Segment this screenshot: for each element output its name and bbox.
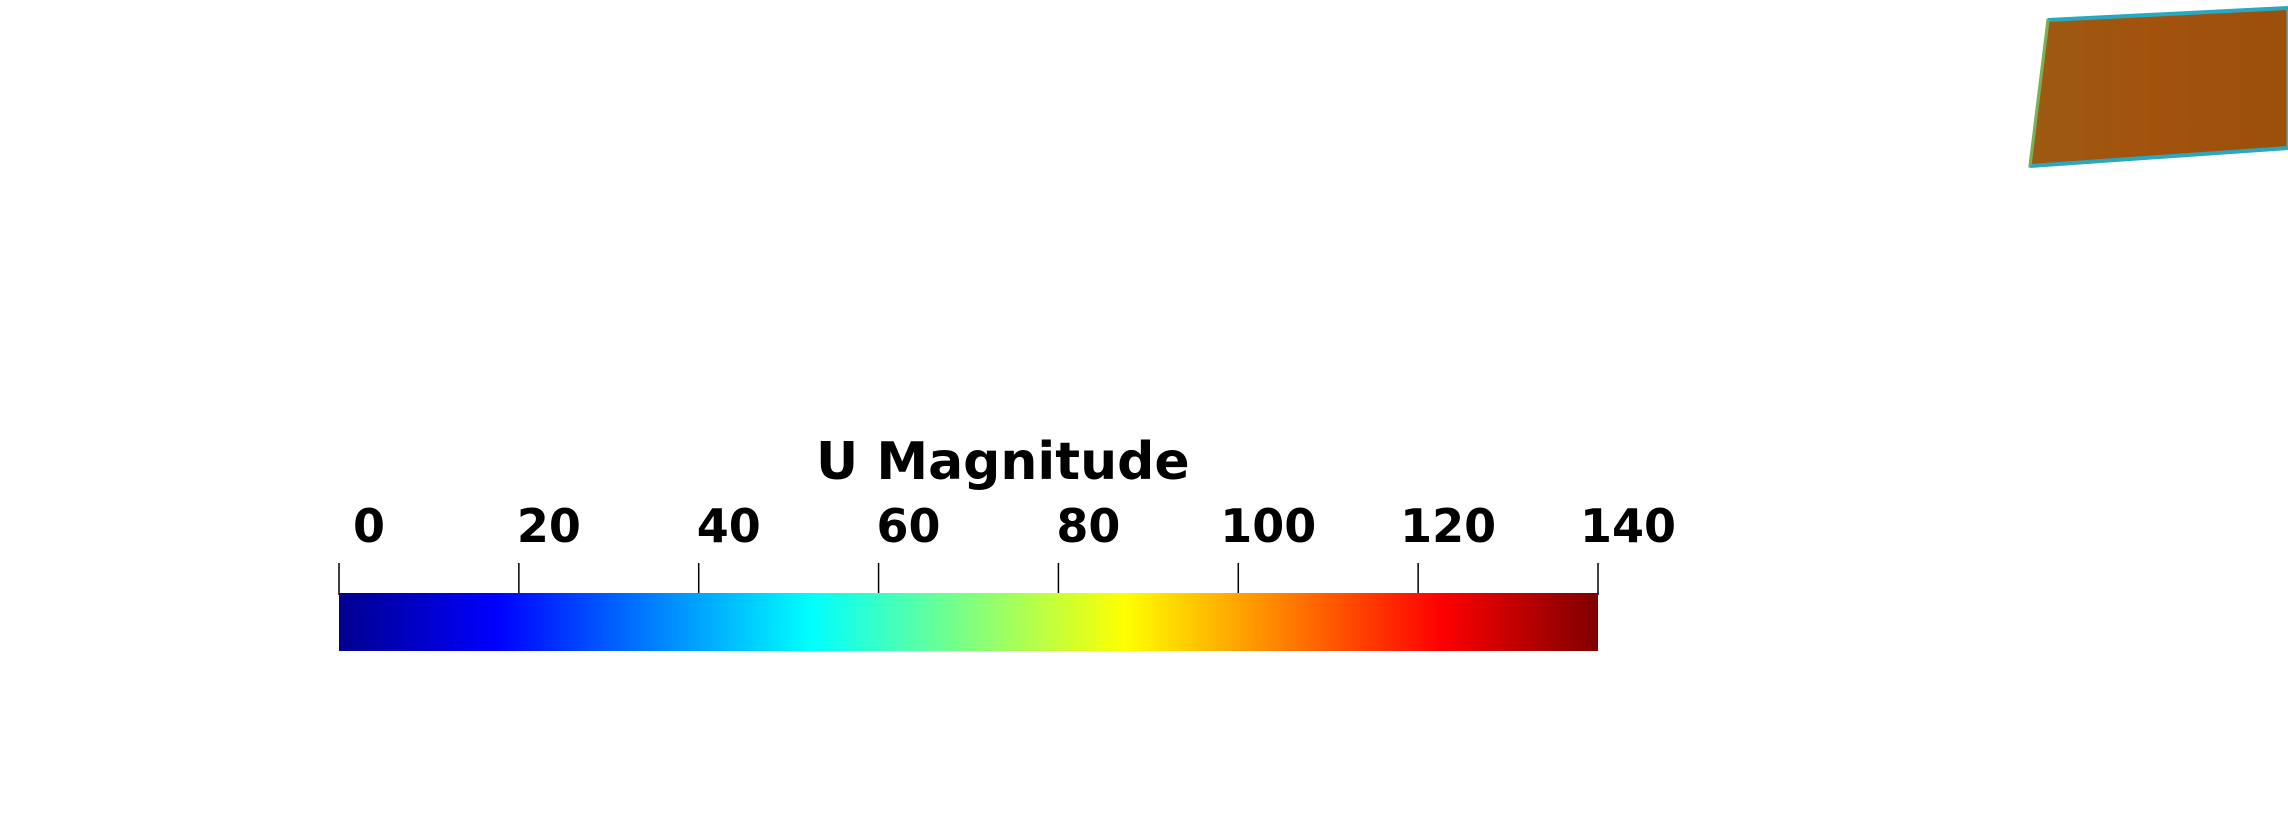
tick-label: 100 (1220, 499, 1317, 553)
mesh-edge-bottom (2029, 146, 2288, 168)
tick-label: 140 (1579, 499, 1677, 553)
tick-label: 120 (1400, 499, 1497, 553)
tick-label: 0 (352, 499, 386, 553)
mesh-edge-left (2028, 19, 2050, 167)
tick-label: 60 (876, 499, 941, 553)
tick-label: 40 (696, 499, 761, 553)
colorbar (339, 593, 1598, 651)
mesh-edge-top (2047, 6, 2288, 22)
colorbar-gradient (339, 593, 1598, 651)
tick-label: 80 (1056, 499, 1121, 553)
tick-label: 20 (516, 499, 581, 553)
legend-title: U Magnitude (816, 432, 1190, 492)
